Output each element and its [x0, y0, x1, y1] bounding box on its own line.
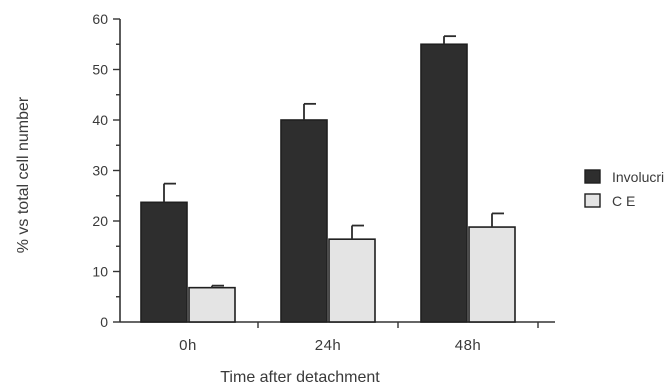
legend-label: Involucrin: [612, 169, 665, 185]
x-axis-label: Time after detachment: [220, 369, 380, 386]
legend-swatch-ce: [584, 193, 601, 208]
legend: Involucrin C E: [584, 169, 665, 209]
y-tick-label: 0: [100, 314, 108, 330]
y-axis-label: % vs total cell number: [15, 96, 32, 253]
y-tick-label: 10: [92, 264, 108, 280]
y-axis-label-group: % vs total cell number: [15, 96, 32, 253]
bar-ce-0h: [188, 286, 236, 323]
bar-ce-24h: [328, 238, 376, 323]
y-tick-label: 20: [92, 213, 108, 229]
bar-involucrin-0h: [140, 201, 188, 323]
x-tick-label: 24h: [315, 337, 342, 354]
x-tick-label: 0h: [179, 337, 197, 354]
y-tick-label: 50: [92, 62, 108, 78]
plot-area: 0 10 20 30 40 50 60 0h 24h 48h: [92, 11, 555, 354]
bar-involucrin-48h: [420, 43, 468, 323]
y-tick-label: 30: [92, 163, 108, 179]
x-tick-label: 48h: [455, 337, 482, 354]
bar-ce-48h: [468, 226, 516, 323]
bar-involucrin-24h: [280, 119, 328, 323]
legend-label: C E: [612, 193, 635, 209]
legend-swatch-involucrin: [584, 169, 601, 184]
y-tick-label: 40: [92, 112, 108, 128]
y-tick-label: 60: [92, 11, 108, 27]
